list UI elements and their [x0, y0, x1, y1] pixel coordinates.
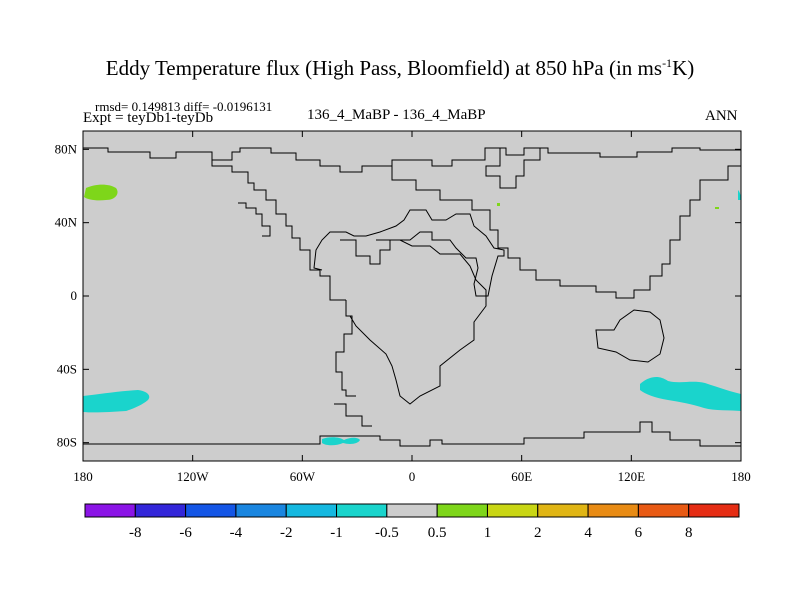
colorbar-swatch: [386, 503, 438, 518]
colorbar-swatch: [587, 503, 639, 518]
colorbar-label: 0.5: [428, 525, 447, 541]
y-axis: 80N 40N 0 40S 80S: [55, 141, 741, 450]
colorbar-label: -1: [330, 525, 343, 541]
anomaly-fills: [83, 184, 741, 446]
colorbar-swatch: [134, 503, 187, 518]
center-label: 136_4_MaBP - 136_4_MaBP: [307, 107, 486, 123]
stats-line: rmsd= 0.149813 diff= -0.0196131: [95, 99, 273, 114]
small-positive-africa-fill: [497, 203, 500, 206]
south-pacific-negative-fill: [83, 390, 150, 413]
colorbar-label: 8: [685, 525, 693, 541]
colorbar-label: -8: [129, 525, 142, 541]
y-tick-label: 0: [71, 288, 78, 303]
antarctic-negative-fill: [322, 437, 360, 446]
colorbar: -8 -6 -4 -2 -1 -0.5 0.5 1 2 4 6 8: [84, 503, 740, 541]
eurasia-coast: [391, 165, 741, 299]
colorbar-label: -4: [230, 525, 243, 541]
north-pacific-positive-fill: [84, 184, 118, 201]
colorbar-swatch: [537, 503, 589, 518]
coastlines: [83, 147, 741, 447]
southern-ocean-indian-negative-fill: [640, 377, 741, 411]
colorbar-label: 2: [534, 525, 542, 541]
experiment-label: Expt = teyDb1-teyDb: [83, 110, 214, 126]
x-tick-label: 180: [73, 469, 93, 484]
colorbar-label: 4: [584, 525, 592, 541]
colorbar-swatch: [84, 503, 136, 518]
europe-inner-coast: [313, 209, 505, 297]
hudson-bay-coast: [238, 202, 271, 237]
southern-ocean-edge-fill: [738, 190, 741, 200]
colorbar-swatch: [285, 503, 338, 518]
colorbar-swatch: [336, 503, 388, 518]
colorbar-label: 1: [484, 525, 492, 541]
colorbar-swatch: [486, 503, 539, 518]
colorbar-label: 6: [635, 525, 643, 541]
greenland-coast: [485, 148, 541, 189]
x-tick-label: 120E: [618, 469, 646, 484]
africa-coast: [349, 239, 487, 405]
colorbar-swatch: [637, 503, 690, 518]
title-superscript: -1: [662, 56, 673, 70]
y-tick-label: 80S: [57, 435, 77, 450]
northern-coastline: [83, 147, 741, 173]
y-tick-label: 40N: [55, 215, 78, 230]
antarctic-peninsula-coast: [334, 403, 372, 427]
australia-coast: [595, 309, 665, 363]
x-tick-label: 0: [409, 469, 416, 484]
colorbar-swatch: [235, 503, 287, 518]
colorbar-label: -6: [179, 525, 192, 541]
x-tick-label: 60E: [511, 469, 532, 484]
colorbar-swatch: [185, 503, 237, 518]
south-america-coast: [335, 300, 356, 397]
y-tick-label: 80N: [55, 141, 78, 156]
colorbar-swatch: [436, 503, 488, 518]
chart-title: Eddy Temperature flux (High Pass, Bloomf…: [105, 56, 695, 80]
y-tick-label: 40S: [57, 361, 77, 376]
small-positive-asia-fill: [715, 207, 719, 209]
x-axis: 180 120W 60W 0 60E 120E 180: [73, 131, 751, 484]
colorbar-label: -2: [280, 525, 293, 541]
colorbar-label: -0.5: [375, 525, 399, 541]
colorbar-swatch: [688, 503, 740, 518]
x-tick-label: 60W: [290, 469, 316, 484]
x-tick-label: 180: [731, 469, 751, 484]
antarctica-coast: [83, 421, 741, 447]
x-tick-label: 120W: [177, 469, 210, 484]
plot-background: [83, 131, 741, 461]
season-label: ANN: [705, 108, 738, 124]
